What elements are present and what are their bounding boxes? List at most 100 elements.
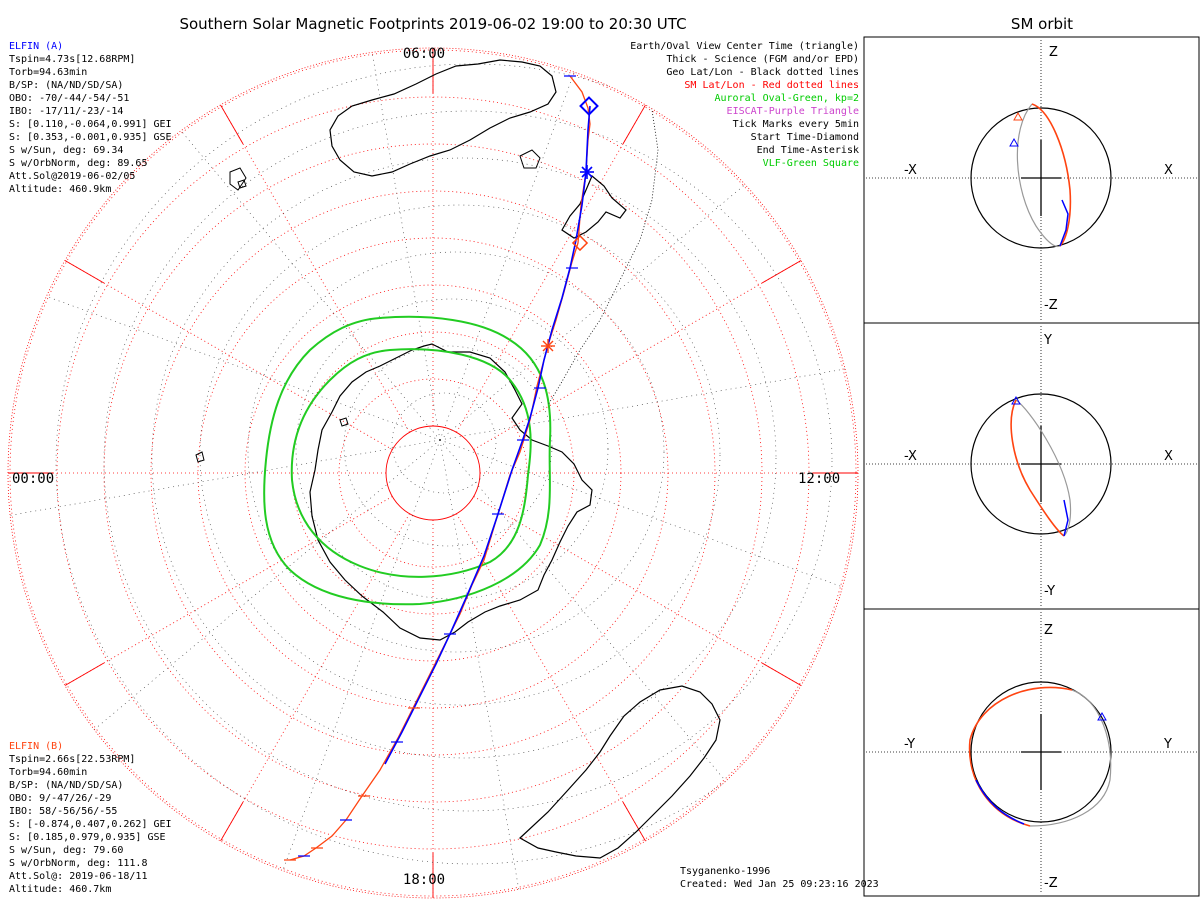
geo-latitude-circle <box>55 63 858 865</box>
new-zealand-coastline <box>561 175 627 239</box>
orbit-b-path <box>968 686 1073 827</box>
panel-label-left: -X <box>904 163 917 178</box>
model-label: Tsyganenko-1996 <box>680 866 770 877</box>
sm-orbit-title: SM orbit <box>1011 15 1073 33</box>
legend-item: Auroral Oval-Green, kp=2 <box>715 93 860 104</box>
sm-longitude-line <box>473 496 806 689</box>
legend-item: Start Time-Diamond <box>751 132 859 143</box>
geo-longitude-line <box>439 356 858 441</box>
coastlines <box>53 59 721 859</box>
sm-latitude-circle <box>338 378 528 568</box>
sm-longitude-line <box>456 100 649 433</box>
elfin-b-line: S w/Sun, deg: 79.60 <box>9 845 123 856</box>
orbit-panel-xy: Y -Y -X X <box>866 326 1198 606</box>
panel-label-left: -Y <box>904 737 915 752</box>
orbit-view-triangle <box>1013 111 1023 121</box>
orbit-a-science <box>975 779 1025 825</box>
sm-rim-tick <box>220 801 244 842</box>
elfin-a-line: S: [0.353,-0.001,0.935] GSE <box>9 132 172 143</box>
sm-latitude-circle <box>150 190 716 756</box>
side-panel-frame <box>863 36 1200 897</box>
tasmania-coastline <box>519 149 541 169</box>
elfin-a-line: IBO: -17/11/-23/-14 <box>9 106 123 117</box>
geo-longitude-line <box>356 48 441 441</box>
panel-label-top: Z <box>1049 45 1058 60</box>
geo-longitude-line <box>8 439 441 524</box>
panel-label-left: -X <box>904 449 917 464</box>
elfin-b-line: Att.Sol@: 2019-06-18/11 <box>9 871 147 882</box>
orbit-a-science <box>1059 199 1069 247</box>
sm-rim-tick <box>64 260 105 284</box>
mlt-label-bottom: 18:00 <box>403 872 445 888</box>
legend: Earth/Oval View Center Time (triangle) T… <box>630 41 859 169</box>
geo-latitude-circle <box>151 157 777 759</box>
island-coastline <box>195 179 349 463</box>
geo-latitude-circle <box>199 204 721 706</box>
elfin-a-line: Tspin=4.73s[12.68RPM] <box>9 54 135 65</box>
sm-latitude-circle <box>291 331 575 615</box>
legend-item: Thick - Science (FGM and/or EPD) <box>666 54 859 65</box>
elfin-b-line: Tspin=2.66s[22.53RPM] <box>9 754 135 765</box>
panel-label-right: Y <box>1163 737 1172 752</box>
elfin-a-info: ELFIN (A) Tspin=4.73s[12.68RPM] Torb=94.… <box>9 41 172 195</box>
sm-rim-tick <box>622 801 646 842</box>
sm-rim-tick <box>220 104 244 145</box>
elfin-b-line: B/SP: (NA/ND/SD/SA) <box>9 780 123 791</box>
orbit-a-path <box>1016 103 1061 248</box>
elfin-a-track <box>384 105 591 765</box>
elfin-b-line: Altitude: 460.7km <box>9 884 111 895</box>
sm-latitude-circle <box>385 425 481 521</box>
geo-longitude-line <box>131 71 441 441</box>
sm-latitude-circle <box>197 237 669 709</box>
geo-latitude-circle <box>295 298 609 600</box>
elfin-b-line: OBO: 9/-47/26/-29 <box>9 793 111 804</box>
earth-circle <box>970 681 1112 823</box>
polar-map <box>8 48 858 898</box>
elfin-a-line: Torb=94.63min <box>9 67 87 78</box>
geo-longitude-line <box>8 275 441 441</box>
elfin-b-track <box>289 75 591 861</box>
geo-latitude-circle <box>247 251 665 653</box>
orbit-view-triangle <box>1009 137 1019 147</box>
elfin-a-extension <box>547 75 659 406</box>
elfin-a-end-asterisk <box>580 165 594 179</box>
geo-longitude-line <box>71 439 441 749</box>
auroral-oval-outer <box>263 315 552 606</box>
orbit-a-path <box>1015 399 1072 537</box>
elfin-b-line: IBO: 58/-56/56/-55 <box>9 806 117 817</box>
geo-longitude-line <box>439 439 858 605</box>
elfin-b-name: ELFIN (B) <box>9 741 63 752</box>
legend-item: Earth/Oval View Center Time (triangle) <box>630 41 859 52</box>
sm-grid <box>8 48 858 898</box>
elfin-a-line: S w/Sun, deg: 69.34 <box>9 145 123 156</box>
elfin-b-line: Torb=94.60min <box>9 767 87 778</box>
earth-circle <box>970 393 1112 535</box>
orbit-view-triangle <box>1097 711 1107 721</box>
sm-rim-tick <box>622 104 646 145</box>
legend-item: VLF-Green Square <box>763 158 859 169</box>
mlt-label-top: 06:00 <box>403 46 445 62</box>
geo-latitude-circle <box>343 345 553 547</box>
elfin-a-line: Altitude: 460.9km <box>9 184 111 195</box>
madagascar-coastline <box>229 167 247 191</box>
sm-latitude-circle <box>9 49 857 897</box>
sm-longitude-line <box>60 496 393 689</box>
mlt-label-left: 00:00 <box>12 471 54 487</box>
geo-longitude-line <box>275 439 441 892</box>
elfin-a-line: S w/OrbNorm, deg: 89.65 <box>9 158 147 169</box>
elfin-b-line: S: [0.185,0.979,0.935] GSE <box>9 832 166 843</box>
elfin-b-info: ELFIN (B) Tspin=2.66s[22.53RPM] Torb=94.… <box>9 741 172 895</box>
legend-item: End Time-Asterisk <box>757 145 859 156</box>
geo-longitude-line <box>439 439 749 809</box>
panel-label-bottom: -Z <box>1044 876 1058 891</box>
track-tick-marks <box>284 75 578 861</box>
elfin-a-line: OBO: -70/-44/-54/-51 <box>9 93 129 104</box>
elfin-a-line: S: [0.110,-0.064,0.991] GEI <box>9 119 172 130</box>
geo-latitude-circle <box>103 110 833 812</box>
sm-rim-tick <box>64 662 105 686</box>
panel-label-bottom: -Y <box>1044 584 1055 599</box>
panel-label-right: X <box>1164 449 1173 464</box>
sm-rim-tick <box>761 662 802 686</box>
legend-item: Tick Marks every 5min <box>733 119 859 130</box>
